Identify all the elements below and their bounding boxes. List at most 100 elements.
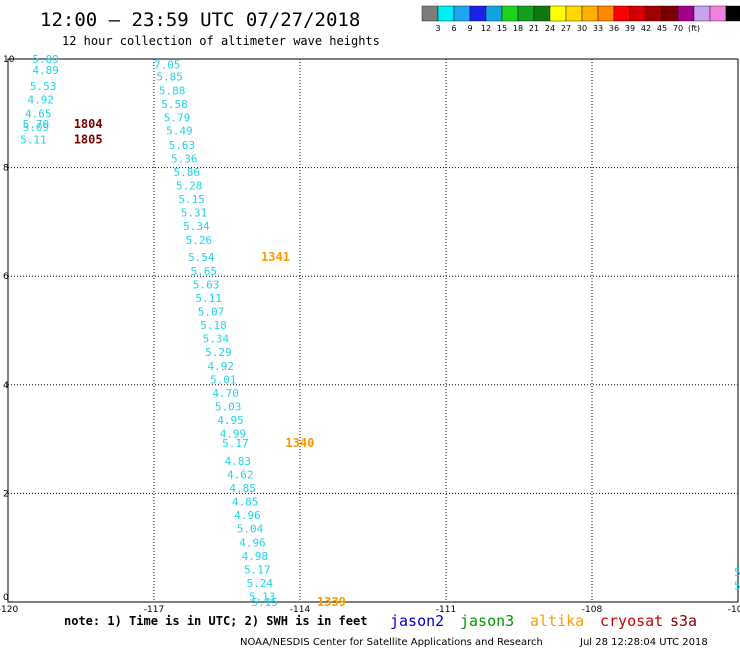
data-point: 5.17 bbox=[244, 563, 270, 576]
data-point: 5.11 bbox=[195, 292, 222, 305]
data-point: 5.36 bbox=[171, 152, 198, 165]
colorbar-label: 42 bbox=[641, 24, 651, 33]
satellite-legend: jason2 jason3 altika cryosat s3a bbox=[390, 612, 697, 630]
data-point: 5.28 bbox=[176, 180, 203, 193]
y-tick-label: 2 bbox=[3, 489, 9, 499]
colorbar-swatch bbox=[437, 5, 455, 22]
colorbar-label: 3 bbox=[435, 24, 440, 33]
colorbar-swatch bbox=[629, 5, 647, 22]
colorbar-swatch bbox=[597, 5, 615, 22]
colorbar-label: (ft) bbox=[688, 24, 700, 33]
colorbar-label: 36 bbox=[609, 24, 619, 33]
satellite-legend-item: jason2 bbox=[390, 612, 444, 630]
data-point: 5.04 bbox=[237, 523, 264, 536]
data-point: 5.79 bbox=[164, 112, 191, 125]
colorbar-swatch bbox=[709, 5, 727, 22]
data-point: 4.95 bbox=[217, 414, 244, 427]
data-point: 5.85 bbox=[156, 70, 183, 83]
colorbar-label: 30 bbox=[577, 24, 587, 33]
colorbar-legend: 3 6 9 12 15 18 21 24 27 30 33 36 39 42 45 70 (ft) bbox=[421, 5, 740, 33]
data-point: 4.89 bbox=[32, 64, 59, 77]
colorbar-swatch bbox=[693, 5, 711, 22]
data-point: 5.86 bbox=[173, 166, 200, 179]
data-point: 5.34 bbox=[183, 220, 210, 233]
x-tick-label: -120 bbox=[0, 605, 18, 615]
colorbar-swatch bbox=[549, 5, 567, 22]
data-point: 5.31 bbox=[181, 207, 208, 220]
data-point: 4.65 bbox=[25, 107, 52, 120]
chart-title: 12:00 – 23:59 UTC 07/27/2018 bbox=[40, 9, 360, 31]
colorbar-label: 24 bbox=[545, 24, 555, 33]
colorbar-swatch bbox=[725, 5, 740, 22]
data-point: 4.62 bbox=[227, 468, 254, 481]
data-point: 4.99 bbox=[220, 428, 247, 441]
data-point: 5.11 bbox=[20, 133, 46, 146]
data-point: 4.70 bbox=[212, 387, 239, 400]
satellite-legend-item: jason3 bbox=[460, 612, 514, 630]
y-axis-ticks: 0 2 4 6 8 10 bbox=[3, 55, 15, 603]
colorbar-label: 70 bbox=[673, 24, 683, 33]
y-tick-label: 8 bbox=[3, 164, 9, 174]
colorbar-swatch bbox=[421, 5, 439, 22]
data-point: 5.63 bbox=[169, 139, 196, 152]
data-point: 5.29 bbox=[205, 346, 232, 359]
data-point: 4.92 bbox=[208, 360, 235, 373]
data-point: 4.85 bbox=[232, 496, 259, 509]
data-point: 4.83 bbox=[225, 455, 252, 468]
credit-text: NOAA/NESDIS Center for Satellite Applica… bbox=[240, 637, 543, 648]
x-tick-label: -105 bbox=[728, 605, 740, 615]
data-point: 5.09 bbox=[32, 53, 59, 66]
data-point: 5.24 bbox=[246, 577, 273, 590]
colorbar-swatch bbox=[533, 5, 551, 22]
colorbar-label: 27 bbox=[561, 24, 571, 33]
data-point: 5.65 bbox=[191, 265, 218, 278]
x-axis-ticks: -120 -117 -114 -111 -108 -105 bbox=[0, 605, 740, 615]
data-point: 4.96 bbox=[239, 536, 266, 549]
data-point: 5.34 bbox=[203, 333, 230, 346]
colorbar-swatch bbox=[677, 5, 695, 22]
data-point: 5.13 bbox=[249, 591, 276, 604]
data-point: 5 bbox=[734, 580, 740, 593]
data-point: 4.96 bbox=[234, 509, 260, 522]
data-point: 4.85 bbox=[229, 482, 256, 495]
data-point: 5.58 bbox=[161, 98, 188, 111]
chart-subtitle: 12 hour collection of altimeter wave hei… bbox=[62, 34, 380, 48]
data-point: 5.54 bbox=[188, 251, 215, 264]
colorbar-label: 21 bbox=[529, 24, 539, 33]
data-point: 5.88 bbox=[159, 84, 186, 97]
data-point: 5.09 bbox=[23, 121, 49, 134]
wave-height-values: 5.094.895.534.924.655.705.095.117.055.85… bbox=[20, 53, 740, 609]
pass-label: 1340 bbox=[285, 436, 314, 450]
data-point: 4.98 bbox=[242, 550, 269, 563]
y-tick-label: 4 bbox=[3, 381, 9, 391]
pass-label: 1341 bbox=[261, 250, 290, 264]
data-point: 5.03 bbox=[215, 401, 242, 414]
timestamp-text: Jul 28 12:28:04 UTC 2018 bbox=[579, 637, 708, 648]
colorbar-swatch bbox=[565, 5, 583, 22]
plot-frame bbox=[7, 58, 739, 603]
pass-label: 1805 bbox=[74, 132, 103, 146]
y-tick-label: 10 bbox=[3, 55, 15, 65]
pass-label: 1339 bbox=[317, 595, 346, 609]
colorbar-label: 45 bbox=[657, 24, 667, 33]
data-point: 5.70 bbox=[23, 118, 49, 131]
colorbar-label: 33 bbox=[593, 24, 603, 33]
pass-label: 1804 bbox=[74, 117, 103, 131]
y-tick-label: 6 bbox=[3, 272, 9, 282]
colorbar-swatch bbox=[581, 5, 599, 22]
colorbar-label: 9 bbox=[467, 24, 472, 33]
satellite-legend-item: altika bbox=[530, 612, 584, 630]
colorbar-swatch bbox=[645, 5, 663, 22]
data-point: 5.01 bbox=[210, 373, 237, 386]
data-point: 5.15 bbox=[178, 193, 205, 206]
colorbar-label: 15 bbox=[497, 24, 507, 33]
x-tick-label: -114 bbox=[290, 605, 311, 615]
y-tick-label: 0 bbox=[3, 593, 9, 603]
data-point: 5.26 bbox=[186, 234, 213, 247]
x-tick-label: -117 bbox=[144, 605, 164, 615]
footnote: note: 1) Time is in UTC; 2) SWH is in fe… bbox=[64, 614, 367, 628]
colorbar-swatch bbox=[661, 5, 679, 22]
colorbar-label: 12 bbox=[481, 24, 491, 33]
